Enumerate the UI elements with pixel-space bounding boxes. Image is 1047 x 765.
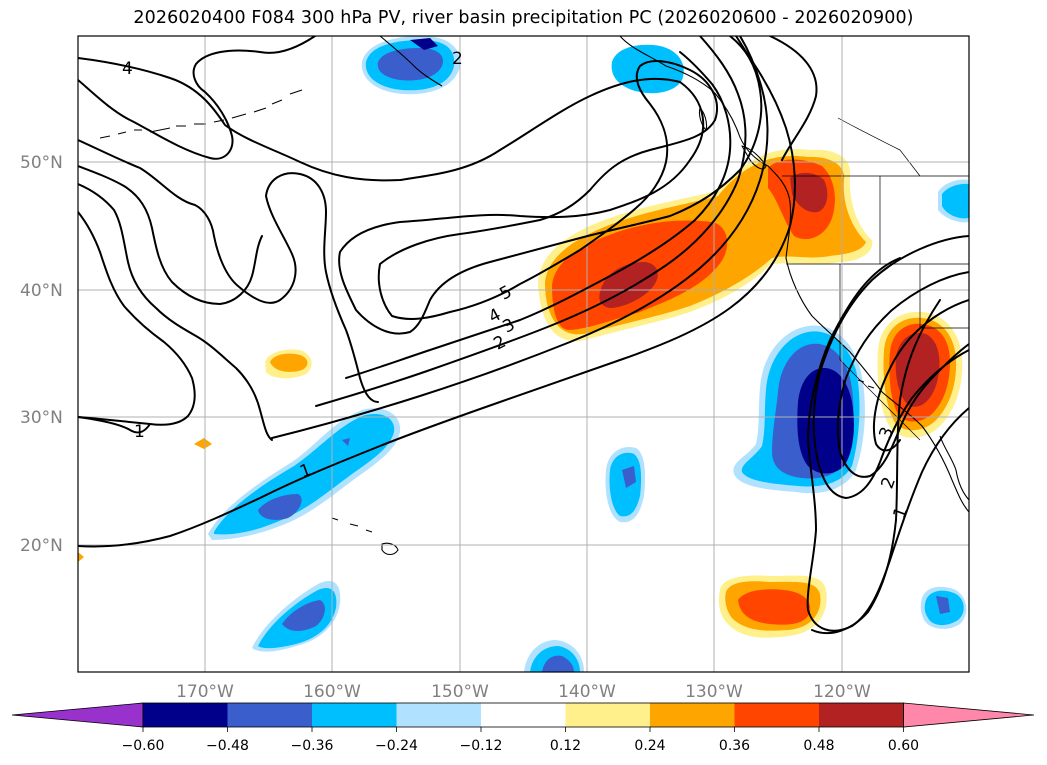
pv-contour-west-lobe-3 <box>78 183 273 441</box>
lat-label-30n: 30°N <box>20 408 63 428</box>
alaska-darkblue <box>410 38 438 50</box>
colorbar-segment-8 <box>819 703 904 727</box>
colorbar-tick-label: −0.48 <box>206 738 249 754</box>
bc-cyan <box>942 183 969 219</box>
baja-coast <box>939 435 969 501</box>
alaska-blue <box>377 48 444 81</box>
colorbar-extend-low <box>11 702 144 728</box>
small-blob-34n-orange <box>270 353 308 372</box>
contour-label-2-alaska: 2 <box>452 49 463 69</box>
bottom-blue <box>542 655 574 672</box>
pv-contour-west-lobe-2 <box>78 165 263 305</box>
hawaii <box>331 517 399 556</box>
colorbar-tick-label: −0.36 <box>291 738 334 754</box>
colorbar-segment-5 <box>565 703 650 727</box>
lon-label-130w: 130°W <box>685 682 743 702</box>
map-title: 2026020400 F084 300 hPa PV, river basin … <box>133 8 914 28</box>
lon-label-160w: 160°W <box>303 682 361 702</box>
lon-label-120w: 120°W <box>813 682 871 702</box>
lat-label-40n: 40°N <box>20 281 63 301</box>
colorbar-segment-0 <box>143 703 228 727</box>
pv-contour-east-trough-4 <box>872 299 969 452</box>
plume-darkred-coast <box>790 172 828 213</box>
contour-label-1-west: 1 <box>134 422 145 442</box>
pv-contour-4-jet <box>345 51 732 379</box>
colorbar-segment-3 <box>396 703 481 727</box>
latitude-labels: 50°N 40°N 30°N 20°N <box>20 153 63 556</box>
gridlines <box>78 36 969 672</box>
cal-darkblue <box>797 368 854 474</box>
pv-contour-east-trough-1 <box>806 257 969 632</box>
nevada-darkred <box>895 332 940 407</box>
mid-blue <box>622 466 636 488</box>
colorbar-tick-labels: −0.60 −0.48 −0.36 −0.24 −0.12 0.12 0.24 … <box>122 738 920 754</box>
band-cyan <box>214 413 395 535</box>
colorbar-segment-7 <box>734 703 819 727</box>
band-blue <box>258 494 302 520</box>
pv-contour-east-trough-2 <box>812 235 969 499</box>
colorbar-tick-label: 0.60 <box>888 738 919 754</box>
colorbar-segment-1 <box>227 703 312 727</box>
lon-label-150w: 150°W <box>431 682 489 702</box>
pv-contour-4-west <box>78 36 316 160</box>
colorbar-tick-label: 0.48 <box>803 738 834 754</box>
colorbar-segment-4 <box>481 703 566 727</box>
colorbar-tick-label: 0.12 <box>550 738 581 754</box>
colorbar-tick-label: −0.12 <box>460 738 503 754</box>
state-border-3 <box>839 264 921 441</box>
colorbar-extend-high <box>903 702 1035 728</box>
small-blob-28n <box>194 438 212 449</box>
band-blue-2 <box>342 438 350 446</box>
pv-contour-1-south <box>811 299 941 635</box>
colorbar-tick-label: −0.60 <box>122 738 165 754</box>
pv-contour-4-north <box>78 36 763 335</box>
alaska-coast <box>379 36 443 87</box>
pv-contour-west-lobe-1 <box>78 139 379 403</box>
sw-blue <box>282 600 325 631</box>
small-blob-edge <box>78 552 84 562</box>
negative-anomaly-fills <box>208 36 969 672</box>
contour-label-4-nw: 4 <box>122 59 133 79</box>
lat-label-50n: 50°N <box>20 153 63 173</box>
colorbar-frame <box>142 702 904 728</box>
vancouver-island <box>741 145 767 170</box>
colorbar: −0.60 −0.48 −0.36 −0.24 −0.12 0.12 0.24 … <box>11 702 1035 754</box>
lon-label-140w: 140°W <box>558 682 616 702</box>
pv-contour-1-sw <box>78 416 151 434</box>
pv-contour-5-jet <box>377 60 718 320</box>
colorbar-tick-label: −0.24 <box>375 738 418 754</box>
longitude-labels: 170°W 160°W 150°W 140°W 130°W 120°W <box>176 682 871 702</box>
south-red <box>738 589 811 625</box>
pv-contour-east-trough-3 <box>837 271 969 478</box>
aleutians <box>99 89 303 139</box>
colorbar-segment-6 <box>650 703 735 727</box>
colorbar-ticks <box>142 727 904 732</box>
canada-border <box>837 117 921 177</box>
pv-contour-3-jet <box>315 36 747 407</box>
map-frame <box>77 35 970 673</box>
colorbar-tick-label: 0.36 <box>719 738 750 754</box>
map-content: 4 2 5 4 3 2 1 1 3 2 1 <box>78 36 969 672</box>
pv-contour-1-east <box>769 36 818 161</box>
east-blue <box>936 596 950 614</box>
lon-label-170w: 170°W <box>176 682 234 702</box>
lat-label-20n: 20°N <box>20 536 63 556</box>
colorbar-segment-2 <box>312 703 397 727</box>
pv-contours <box>78 36 969 635</box>
pv-contour-1-main <box>78 36 796 548</box>
colorbar-tick-label: 0.24 <box>634 738 665 754</box>
pv-contour-2-jet <box>271 36 769 439</box>
